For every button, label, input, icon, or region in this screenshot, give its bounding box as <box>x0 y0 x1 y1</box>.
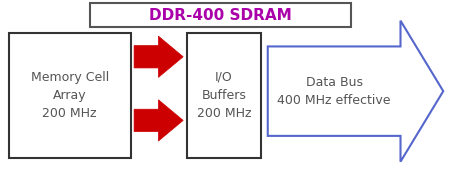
Text: Memory Cell
Array
200 MHz: Memory Cell Array 200 MHz <box>31 71 109 120</box>
Polygon shape <box>134 100 183 141</box>
Bar <box>9 33 130 158</box>
Bar <box>90 3 351 27</box>
Bar <box>187 33 261 158</box>
Text: I/O
Buffers
200 MHz: I/O Buffers 200 MHz <box>197 71 251 120</box>
Polygon shape <box>268 21 443 162</box>
Polygon shape <box>134 36 183 77</box>
Text: DDR-400 SDRAM: DDR-400 SDRAM <box>149 8 292 23</box>
Text: Data Bus
400 MHz effective: Data Bus 400 MHz effective <box>277 76 391 107</box>
